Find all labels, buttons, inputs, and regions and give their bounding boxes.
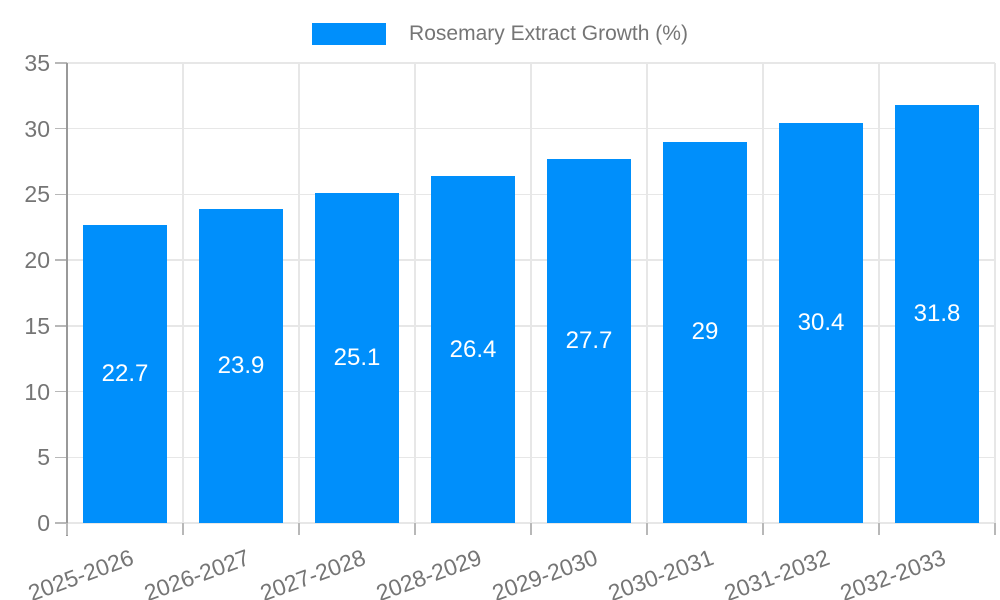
y-axis-tick — [55, 127, 67, 130]
x-axis-tick — [298, 523, 300, 535]
x-axis-tick-label: 2030-2031 — [604, 544, 717, 600]
legend[interactable]: Rosemary Extract Growth (%) — [0, 22, 1000, 46]
legend-swatch-icon — [312, 23, 387, 45]
v-gridline — [298, 63, 300, 523]
x-axis-tick-label: 2031-2032 — [720, 544, 833, 600]
y-axis-tick-label: 30 — [24, 115, 50, 142]
y-axis-tick — [55, 325, 67, 327]
x-axis-tick-label: 2032-2033 — [836, 544, 949, 600]
y-axis-tick-label: 15 — [24, 312, 50, 339]
x-axis-tick — [182, 523, 184, 535]
bar-value-label: 25.1 — [333, 344, 381, 372]
y-axis-tick — [55, 259, 67, 261]
bar[interactable]: 25.1 — [315, 193, 399, 523]
bar-value-label: 27.7 — [565, 326, 613, 354]
bar[interactable]: 30.4 — [779, 123, 863, 523]
y-axis-tick-label: 0 — [37, 510, 50, 536]
bar-value-label: 31.8 — [913, 300, 961, 328]
x-axis-tick — [414, 523, 416, 535]
x-axis-tick-label: 2028-2029 — [372, 544, 485, 600]
x-axis-tick — [994, 523, 996, 535]
bar[interactable]: 27.7 — [547, 158, 631, 523]
v-gridline — [878, 63, 880, 523]
bar[interactable]: 26.4 — [431, 176, 515, 523]
x-axis-tick-label: 2026-2027 — [140, 544, 253, 600]
y-axis-tick — [55, 456, 67, 459]
bar[interactable]: 22.7 — [83, 224, 167, 523]
y-axis-tick — [55, 390, 67, 393]
x-axis-tick-label: 2029-2030 — [488, 544, 601, 600]
v-gridline — [182, 63, 184, 523]
v-gridline — [646, 63, 648, 523]
bar-value-label: 23.9 — [217, 351, 265, 379]
legend-label: Rosemary Extract Growth (%) — [409, 22, 688, 45]
y-axis-line — [66, 63, 68, 536]
bar-value-label: 30.4 — [797, 309, 845, 337]
y-axis-tick-label: 10 — [24, 378, 50, 405]
x-axis-tick-label: 2025-2026 — [24, 544, 137, 600]
x-axis-tick — [646, 523, 648, 535]
y-axis-tick-label: 25 — [24, 181, 50, 208]
bar[interactable]: 23.9 — [199, 208, 283, 523]
y-axis-tick-label: 35 — [24, 50, 50, 76]
v-gridline — [414, 63, 416, 523]
x-axis-tick — [66, 523, 68, 535]
bar-value-label: 26.4 — [449, 335, 497, 363]
v-gridline — [994, 63, 996, 523]
y-axis-tick-label: 5 — [37, 444, 50, 471]
y-axis-tick — [55, 193, 67, 196]
x-axis-tick — [530, 523, 532, 535]
y-axis-tick-label: 20 — [24, 247, 50, 274]
bar-value-label: 29 — [691, 318, 719, 346]
y-axis-tick — [55, 62, 67, 64]
bar-value-label: 22.7 — [101, 359, 149, 387]
x-axis-tick — [878, 523, 880, 535]
y-axis-tick — [55, 522, 67, 524]
x-axis-tick — [762, 523, 764, 535]
bar[interactable]: 31.8 — [895, 105, 979, 523]
x-axis-tick-label: 2027-2028 — [256, 544, 369, 600]
v-gridline — [762, 63, 764, 523]
v-gridline — [530, 63, 532, 523]
bar[interactable]: 29 — [663, 141, 747, 523]
